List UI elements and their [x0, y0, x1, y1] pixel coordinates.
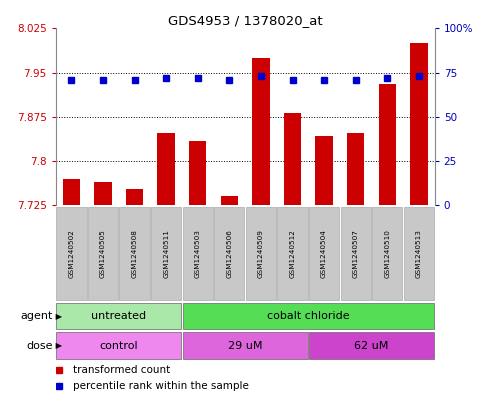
Bar — [126, 189, 143, 205]
Text: GSM1240506: GSM1240506 — [227, 229, 232, 278]
Bar — [56, 303, 181, 329]
Bar — [309, 207, 339, 300]
Text: GSM1240511: GSM1240511 — [163, 229, 169, 278]
Bar — [277, 207, 308, 300]
Bar — [372, 207, 402, 300]
Bar — [309, 332, 434, 359]
Text: untreated: untreated — [91, 311, 146, 321]
Bar — [284, 113, 301, 205]
Bar — [157, 133, 175, 205]
Text: control: control — [99, 341, 138, 351]
Text: GSM1240503: GSM1240503 — [195, 229, 201, 278]
Bar — [347, 133, 364, 205]
Text: GSM1240505: GSM1240505 — [100, 229, 106, 278]
Bar — [119, 207, 150, 300]
Text: GSM1240509: GSM1240509 — [258, 229, 264, 278]
Bar — [252, 58, 270, 205]
Text: GSM1240502: GSM1240502 — [68, 229, 74, 278]
Text: transformed count: transformed count — [72, 365, 170, 375]
Text: agent: agent — [21, 311, 53, 321]
Text: 29 uM: 29 uM — [228, 341, 262, 351]
Bar — [183, 207, 213, 300]
Title: GDS4953 / 1378020_at: GDS4953 / 1378020_at — [168, 14, 323, 27]
Bar — [410, 43, 427, 205]
Bar — [183, 303, 434, 329]
Text: cobalt chloride: cobalt chloride — [267, 311, 350, 321]
Text: GSM1240507: GSM1240507 — [353, 229, 359, 278]
Bar — [379, 84, 396, 205]
Text: GSM1240508: GSM1240508 — [131, 229, 138, 278]
Text: GSM1240513: GSM1240513 — [416, 229, 422, 278]
Bar — [341, 207, 371, 300]
Text: GSM1240512: GSM1240512 — [289, 229, 296, 278]
Bar — [56, 207, 86, 300]
Text: GSM1240504: GSM1240504 — [321, 229, 327, 278]
Text: 62 uM: 62 uM — [355, 341, 389, 351]
Bar — [63, 179, 80, 205]
Text: ▶: ▶ — [53, 312, 62, 321]
Bar — [183, 332, 308, 359]
Bar — [404, 207, 434, 300]
Text: percentile rank within the sample: percentile rank within the sample — [72, 381, 248, 391]
Text: dose: dose — [27, 341, 53, 351]
Bar — [56, 332, 181, 359]
Text: GSM1240510: GSM1240510 — [384, 229, 390, 278]
Bar — [214, 207, 244, 300]
Bar — [88, 207, 118, 300]
Bar — [189, 141, 206, 205]
Bar — [315, 136, 333, 205]
Bar — [246, 207, 276, 300]
Bar — [94, 182, 112, 205]
Bar — [151, 207, 181, 300]
Bar — [221, 196, 238, 205]
Text: ▶: ▶ — [53, 342, 62, 350]
